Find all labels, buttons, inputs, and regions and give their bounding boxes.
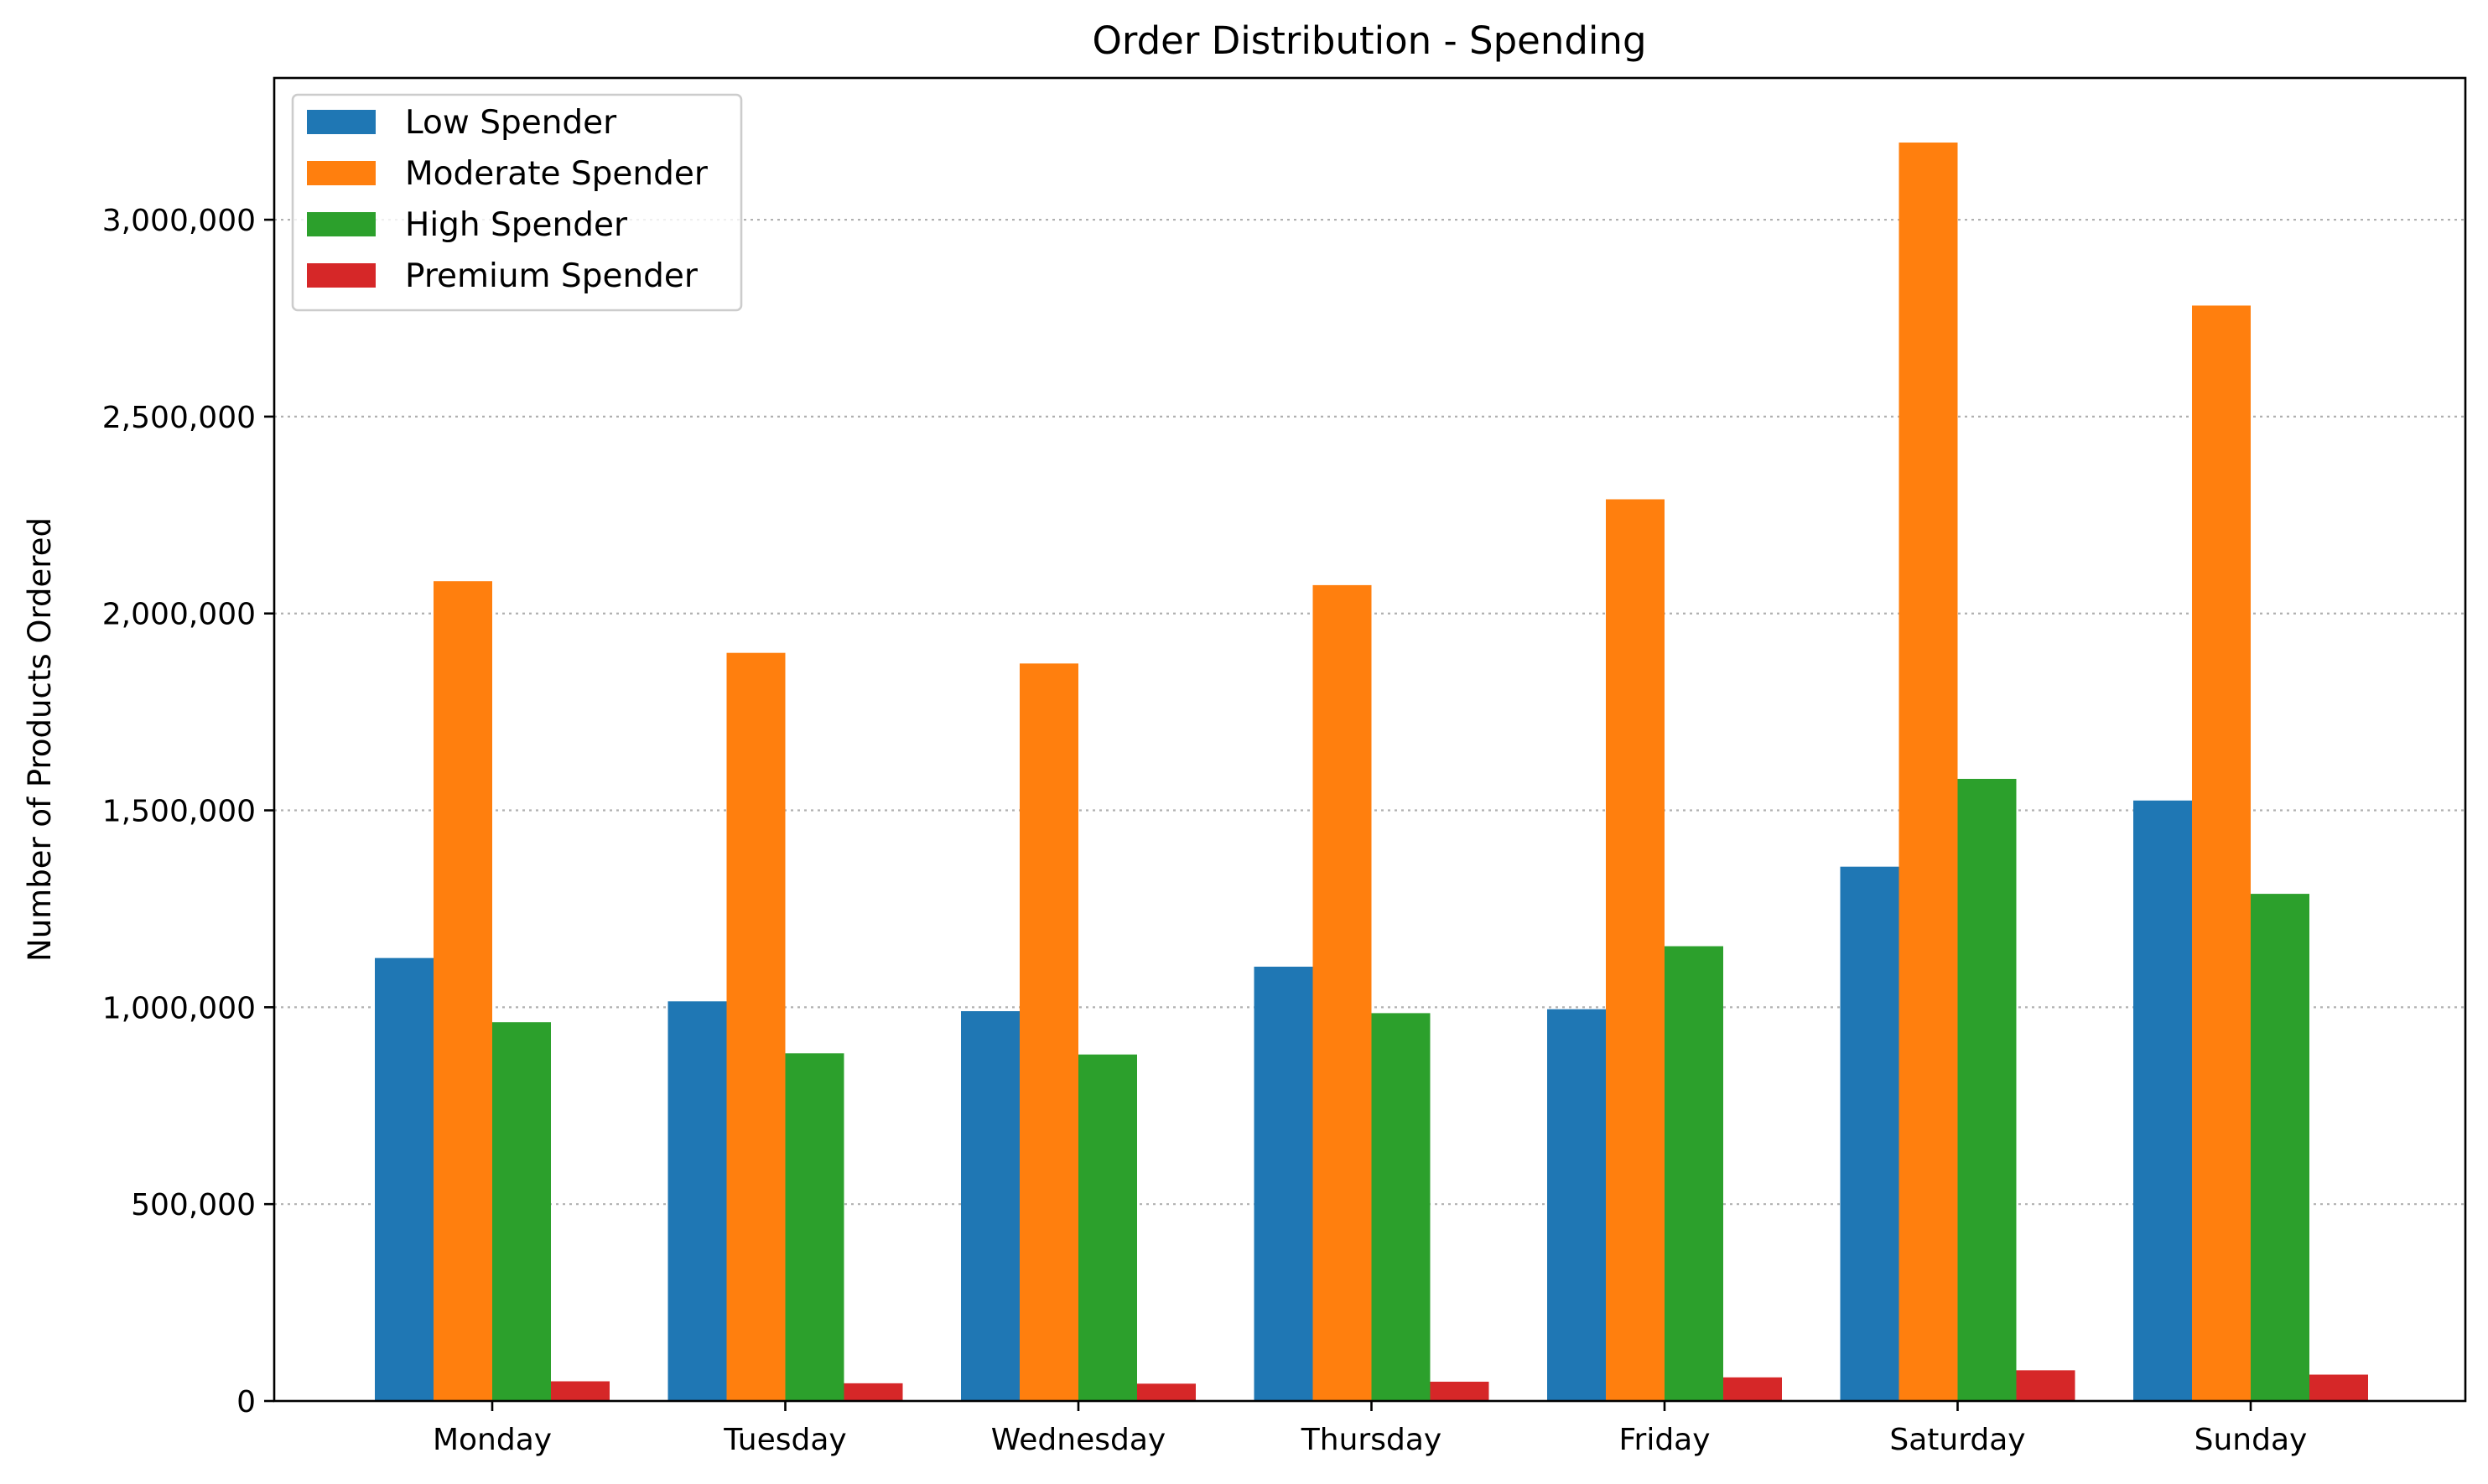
legend-label: High Spender (405, 206, 628, 244)
bar (1254, 966, 1313, 1401)
bar (1078, 1054, 1137, 1401)
y-tick-label: 1,500,000 (102, 795, 256, 829)
bar (1137, 1383, 1196, 1401)
bar (726, 652, 786, 1401)
x-tick-label: Thursday (1301, 1423, 1441, 1457)
bar (1547, 1009, 1606, 1401)
y-tick-label: 2,500,000 (102, 401, 256, 435)
chart-title: Order Distribution - Spending (1092, 18, 1646, 63)
legend-label: Moderate Spender (405, 155, 709, 193)
x-tick-label: Saturday (1889, 1423, 2025, 1457)
bar (1606, 499, 1665, 1402)
x-tick-label: Friday (1618, 1423, 1710, 1457)
bar (1312, 584, 1372, 1401)
y-axis-title: Number of Products Ordered (22, 517, 58, 962)
bar (1665, 946, 1723, 1401)
bar (2309, 1374, 2368, 1401)
bar (2133, 800, 2192, 1401)
x-tick-label: Monday (433, 1423, 552, 1457)
x-tick-label: Tuesday (723, 1423, 846, 1457)
bars (375, 143, 2368, 1402)
y-tick-label: 2,000,000 (102, 598, 256, 632)
x-axis: Monday Tuesday Wednesday Thursday Friday Satu… (433, 1401, 2307, 1457)
legend-label: Low Spender (405, 104, 617, 142)
bar (434, 581, 492, 1401)
bar (375, 957, 434, 1401)
bar (1371, 1013, 1431, 1401)
bar (551, 1381, 610, 1401)
legend-swatch (307, 161, 376, 185)
y-tick-label: 500,000 (131, 1188, 256, 1222)
legend-frame (291, 93, 743, 312)
bar (2016, 1370, 2075, 1401)
legend-swatch (307, 263, 376, 288)
x-tick-label: Sunday (2195, 1423, 2308, 1457)
x-tick-label: Wednesday (991, 1423, 1166, 1457)
bar (844, 1383, 903, 1401)
bar (1898, 143, 1958, 1401)
plot-frame (273, 76, 2467, 1403)
legend: Low Spender Moderate Spender High Spender P… (291, 93, 743, 312)
bar (2192, 305, 2251, 1401)
legend-label: Premium Spender (405, 257, 699, 295)
bar (1020, 663, 1078, 1401)
bar (1840, 866, 1899, 1401)
y-axis: 0 500,000 1,000,000 1,500,000 2,000,000 2,500… (102, 204, 274, 1419)
legend-swatch (307, 212, 376, 236)
legend-swatch (307, 110, 376, 134)
bar (2251, 894, 2309, 1401)
bar (1723, 1377, 1782, 1401)
bar (961, 1011, 1020, 1401)
y-tick-label: 3,000,000 (102, 204, 256, 238)
y-tick-label: 0 (236, 1385, 256, 1419)
bar (785, 1053, 844, 1401)
y-tick-label: 1,000,000 (102, 991, 256, 1025)
bar (492, 1022, 551, 1401)
bar (1957, 778, 2017, 1401)
bar (1430, 1381, 1489, 1401)
bar (667, 1001, 727, 1401)
